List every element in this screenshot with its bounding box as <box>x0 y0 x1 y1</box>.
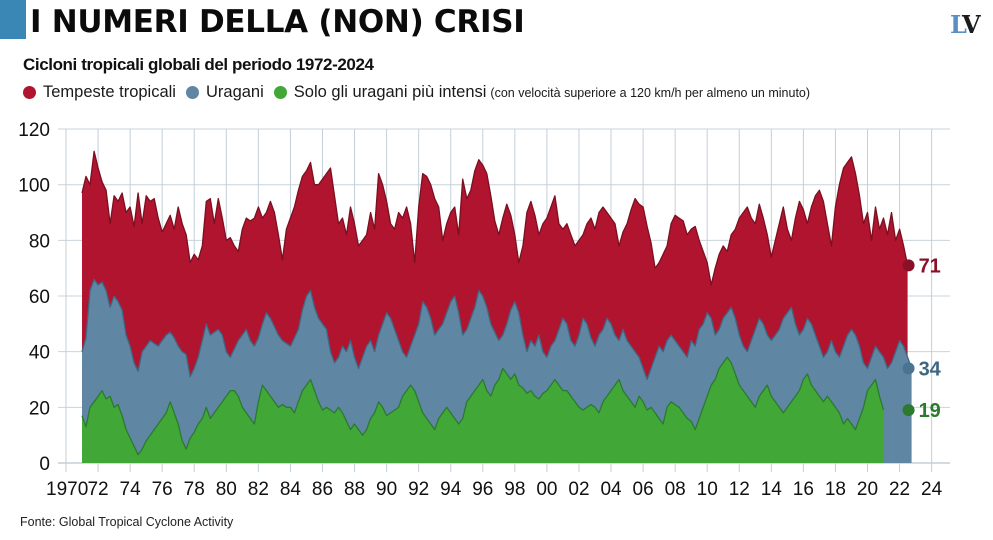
legend-item-major-hurricanes: Solo gli uragani più intensi (con veloci… <box>273 83 811 102</box>
x-tick-label: 94 <box>440 479 462 500</box>
publisher-logo: LV <box>950 10 981 39</box>
x-tick-label: 92 <box>408 479 429 500</box>
x-tick-label: 82 <box>248 479 269 500</box>
y-tick-label: 100 <box>18 176 50 197</box>
x-tick-label: 72 <box>87 479 108 500</box>
x-tick-label: 84 <box>280 479 302 500</box>
legend-note: (con velocità superiore a 120 km/h per a… <box>490 85 811 100</box>
x-tick-label: 98 <box>504 479 525 500</box>
x-tick-label: 86 <box>312 479 333 500</box>
x-tick-label: 76 <box>152 479 173 500</box>
end-marker-dot <box>902 259 915 272</box>
x-tick-label: 16 <box>793 479 814 500</box>
x-tick-label: 10 <box>697 479 718 500</box>
x-tick-label: 06 <box>633 479 654 500</box>
x-tick-label: 80 <box>216 479 237 500</box>
x-tick-label: 00 <box>536 479 557 500</box>
end-value-label: 19 <box>919 400 941 422</box>
end-marker-dot <box>902 404 915 417</box>
title-accent-block <box>0 0 26 39</box>
chart-end-markers: 71 34 19 <box>902 255 942 422</box>
x-tick-label: 90 <box>376 479 397 500</box>
legend-item-tropical-storms: Tempeste tropicali <box>23 83 176 102</box>
line-major-hurricanes <box>81 356 885 456</box>
logo-letter-v: V <box>962 10 981 39</box>
x-tick-label: 20 <box>857 479 878 500</box>
chart-title: Cicloni tropicali globali del periodo 19… <box>23 55 374 74</box>
legend-item-hurricanes: Uragani <box>185 83 264 102</box>
x-tick-label: 88 <box>344 479 365 500</box>
source-note: Fonte: Global Tropical Cyclone Activity <box>20 515 234 529</box>
x-tick-label: 1970 <box>46 479 88 500</box>
chart-areas <box>81 150 913 464</box>
legend-dot-tropical-storms <box>23 86 36 99</box>
logo-letter-l: L <box>950 10 964 39</box>
y-tick-label: 120 <box>18 120 50 141</box>
y-tick-label: 20 <box>29 398 50 419</box>
x-tick-label: 74 <box>120 479 142 500</box>
legend-label-major-hurricanes: Solo gli uragani più intensi <box>293 83 487 101</box>
y-tick-label: 40 <box>29 343 50 364</box>
x-tick-label: 24 <box>921 479 943 500</box>
legend-label-hurricanes: Uragani <box>205 83 264 101</box>
x-tick-label: 96 <box>472 479 493 500</box>
legend-dot-hurricanes <box>185 86 199 99</box>
x-tick-label: 22 <box>889 479 910 500</box>
x-tick-label: 14 <box>761 479 783 500</box>
chart-legend: Tempeste tropicali Uragani Solo gli urag… <box>23 83 810 102</box>
legend-dot-major-hurricanes <box>273 86 287 99</box>
legend-label-tropical-storms: Tempeste tropicali <box>43 83 176 101</box>
y-tick-label: 80 <box>29 231 50 252</box>
x-tick-label: 04 <box>600 479 622 500</box>
end-marker-dot <box>902 362 915 375</box>
area-major-hurricanes <box>82 357 884 463</box>
end-value-label: 34 <box>919 358 942 380</box>
x-tick-label: 18 <box>825 479 846 500</box>
x-tick-label: 08 <box>665 479 686 500</box>
y-tick-label: 0 <box>39 454 50 475</box>
page-title: I NUMERI DELLA (NON) CRISI <box>30 4 525 40</box>
x-tick-label: 02 <box>568 479 589 500</box>
end-value-label: 71 <box>919 255 941 277</box>
y-tick-label: 60 <box>29 287 50 308</box>
x-tick-label: 78 <box>184 479 205 500</box>
line-tropical-storms <box>81 150 909 286</box>
x-tick-label: 12 <box>729 479 750 500</box>
line-hurricanes <box>81 278 913 381</box>
